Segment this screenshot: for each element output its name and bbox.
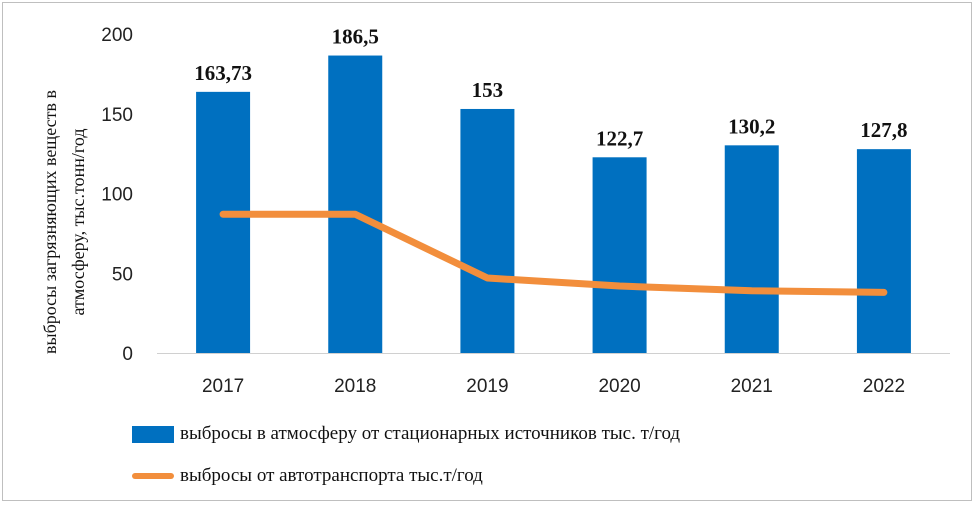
y-tick-label: 100: [101, 185, 133, 206]
x-tick-label: 2020: [598, 376, 640, 397]
y-tick-label: 150: [101, 105, 133, 126]
legend-swatch-line: [132, 473, 174, 479]
legend-swatch-bar: [132, 425, 174, 443]
legend-label-transport: выбросы от автотранспорта тыс.т/год: [180, 465, 483, 486]
y-tick-label: 0: [122, 344, 133, 365]
data-label: 122,7: [596, 126, 643, 150]
x-tick-label: 2021: [731, 376, 773, 397]
legend-item-stationary: выбросы в атмосферу от стационарных исто…: [132, 423, 680, 445]
y-tick-label: 50: [112, 264, 133, 285]
bar: [592, 157, 647, 353]
legend-item-transport: выбросы от автотранспорта тыс.т/год: [132, 465, 483, 487]
legend-label-stationary: выбросы в атмосферу от стационарных исто…: [180, 423, 681, 444]
data-label: 130,2: [728, 114, 775, 138]
x-tick-label: 2017: [202, 376, 244, 397]
data-label: 127,8: [860, 118, 907, 142]
data-label: 186,5: [332, 25, 379, 49]
bar: [856, 149, 911, 353]
x-tick-label: 2022: [863, 376, 905, 397]
data-label: 153: [472, 78, 504, 102]
bar: [196, 91, 251, 353]
data-label: 163,73: [194, 61, 252, 85]
bar: [724, 145, 779, 353]
y-axis-label-line-1: выбросы загрязняющих веществ в: [40, 90, 60, 354]
y-axis-label-line-2: атмосферу, тыс.тонн/год: [68, 129, 88, 316]
x-tick-label: 2019: [466, 376, 508, 397]
bar: [328, 55, 383, 353]
bar: [460, 108, 515, 353]
line-series-transport: [219, 210, 888, 296]
y-tick-label: 200: [101, 25, 133, 46]
x-tick-label: 2018: [334, 376, 376, 397]
